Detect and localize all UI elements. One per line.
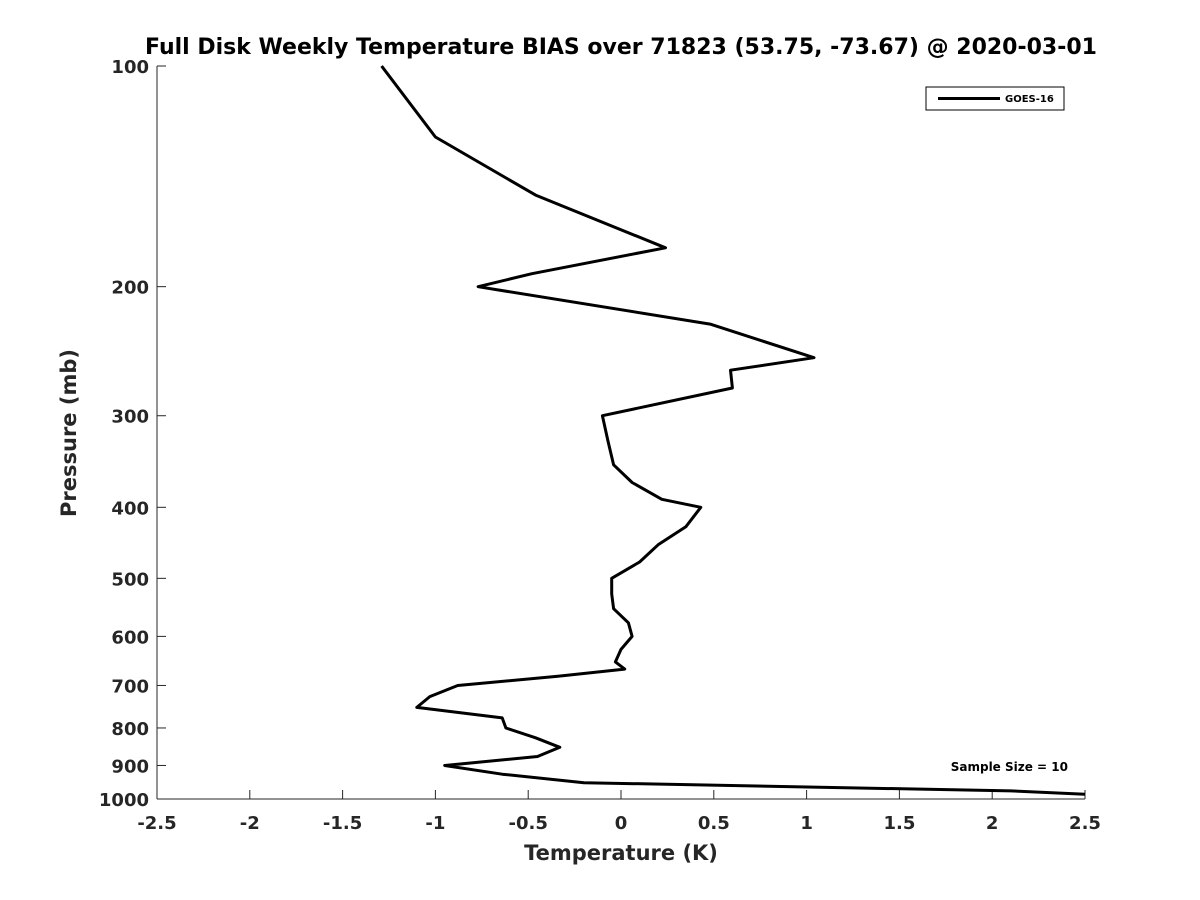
x-tick-label: 2 (986, 813, 999, 834)
x-tick-label: 2.5 (1069, 813, 1101, 834)
axes: -2.5 -2 -1.5 -1 -0.5 0 0.5 1 1.5 2 2.5 100 200 300 400… (99, 57, 1101, 834)
y-tick-label: 400 (111, 498, 149, 519)
x-tick-label: 0 (615, 813, 628, 834)
y-tick-label: 600 (111, 627, 149, 648)
series-line-goes-16 (380, 65, 1086, 796)
y-tick-label: 1000 (99, 790, 149, 811)
y-tick-label: 300 (111, 407, 149, 428)
y-tick-label: 100 (111, 57, 149, 78)
y-axis-label: Pressure (mb) (57, 349, 81, 517)
legend: GOES-16 (925, 86, 1065, 111)
x-tick-label: 1 (800, 813, 813, 834)
y-tick-label: 200 (111, 278, 149, 299)
x-tick-label: -2 (240, 813, 260, 834)
y-tick-label: 700 (111, 676, 149, 697)
x-tick-label: -1 (425, 813, 445, 834)
chart-title: Full Disk Weekly Temperature BIAS over 7… (145, 35, 1097, 60)
x-tick-label: -1.5 (323, 813, 362, 834)
x-axis-label: Temperature (K) (524, 841, 718, 865)
y-tick-label: 800 (111, 719, 149, 740)
legend-label-goes-16: GOES-16 (1005, 94, 1054, 105)
y-tick-label: 900 (111, 756, 149, 777)
x-tick-label: -0.5 (509, 813, 548, 834)
sample-size-annotation: Sample Size = 10 (951, 760, 1068, 774)
x-tick-label: -2.5 (137, 813, 176, 834)
y-tick-label: 500 (111, 569, 149, 590)
series-layer (380, 65, 1086, 796)
x-tick-label: 1.5 (883, 813, 915, 834)
x-tick-label: 0.5 (698, 813, 730, 834)
